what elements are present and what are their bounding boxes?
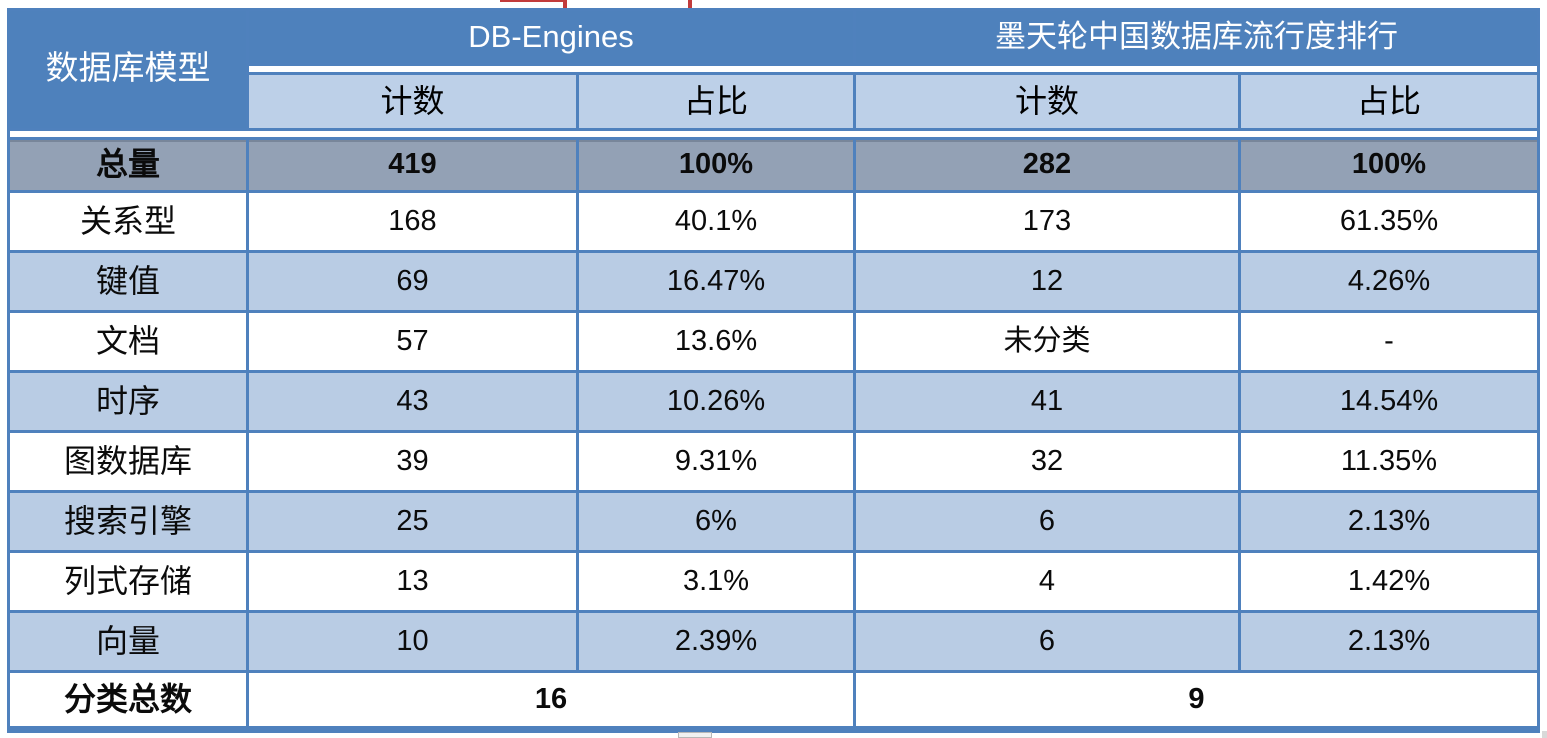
category-total-modb: 9 xyxy=(856,673,1537,726)
vector-modb-count: 6 xyxy=(856,613,1238,670)
document-modb-count-unclassified: 未分类 xyxy=(856,313,1238,370)
columnar-modb-share: 1.42% xyxy=(1241,553,1537,610)
document-db-count: 57 xyxy=(249,313,576,370)
key-value-db-share: 16.47% xyxy=(579,253,853,310)
graph-db-share: 9.31% xyxy=(579,433,853,490)
key-value-db-count: 69 xyxy=(249,253,576,310)
group-header-db-engines: DB-Engines xyxy=(249,11,853,63)
time-series-db-share: 10.26% xyxy=(579,373,853,430)
graph-modb-count: 32 xyxy=(856,433,1238,490)
vector-db-count: 10 xyxy=(249,613,576,670)
header-white-gap xyxy=(249,66,1537,72)
time-series-modb-share: 14.54% xyxy=(1241,373,1537,430)
search-engine-modb-share: 2.13% xyxy=(1241,493,1537,550)
comparison-table: 数据库模型 DB-Engines 墨天轮中国数据库流行度排行 计数 占比 计数 … xyxy=(7,8,1540,733)
search-engine-db-share: 6% xyxy=(579,493,853,550)
columnar-modb-count: 4 xyxy=(856,553,1238,610)
search-engine-db-count: 25 xyxy=(249,493,576,550)
columnar-db-share: 3.1% xyxy=(579,553,853,610)
subheader-share-db-engines: 占比 xyxy=(579,75,853,128)
relational-db-count: 168 xyxy=(249,193,576,250)
subheader-share-modb: 占比 xyxy=(1241,75,1537,128)
vector-modb-share: 2.13% xyxy=(1241,613,1537,670)
cropped-red-text-artifact xyxy=(563,0,567,8)
row-label-vector: 向量 xyxy=(10,613,246,670)
document-db-share: 13.6% xyxy=(579,313,853,370)
total-modb-share: 100% xyxy=(1241,140,1537,190)
key-value-modb-count: 12 xyxy=(856,253,1238,310)
subheader-count-db-engines: 计数 xyxy=(249,75,576,128)
total-db-count: 419 xyxy=(249,140,576,190)
footer-row-label-category-total: 分类总数 xyxy=(10,673,246,726)
row-label-search-engine: 搜索引擎 xyxy=(10,493,246,550)
row-label-columnar: 列式存储 xyxy=(10,553,246,610)
total-row-label: 总量 xyxy=(10,140,246,190)
total-db-share: 100% xyxy=(579,140,853,190)
subheader-count-modb: 计数 xyxy=(856,75,1238,128)
document-modb-share: - xyxy=(1241,313,1537,370)
body-white-gap xyxy=(10,131,1537,137)
time-series-modb-count: 41 xyxy=(856,373,1238,430)
cropped-scrollbar-artifact xyxy=(678,732,712,738)
relational-modb-count: 173 xyxy=(856,193,1238,250)
relational-modb-share: 61.35% xyxy=(1241,193,1537,250)
cropped-red-text-artifact xyxy=(688,0,692,8)
time-series-db-count: 43 xyxy=(249,373,576,430)
relational-db-share: 40.1% xyxy=(579,193,853,250)
corner-header-database-model: 数据库模型 xyxy=(10,11,246,128)
row-label-relational: 关系型 xyxy=(10,193,246,250)
cropped-corner-artifact xyxy=(1542,731,1547,738)
row-label-document: 文档 xyxy=(10,313,246,370)
search-engine-modb-count: 6 xyxy=(856,493,1238,550)
columnar-db-count: 13 xyxy=(249,553,576,610)
group-header-modb-ranking: 墨天轮中国数据库流行度排行 xyxy=(856,11,1537,63)
graph-db-count: 39 xyxy=(249,433,576,490)
vector-db-share: 2.39% xyxy=(579,613,853,670)
category-total-db-engines: 16 xyxy=(249,673,853,726)
graph-modb-share: 11.35% xyxy=(1241,433,1537,490)
row-label-time-series: 时序 xyxy=(10,373,246,430)
row-label-key-value: 键值 xyxy=(10,253,246,310)
total-modb-count: 282 xyxy=(856,140,1238,190)
row-label-graph: 图数据库 xyxy=(10,433,246,490)
key-value-modb-share: 4.26% xyxy=(1241,253,1537,310)
cropped-red-text-artifact xyxy=(500,0,566,2)
